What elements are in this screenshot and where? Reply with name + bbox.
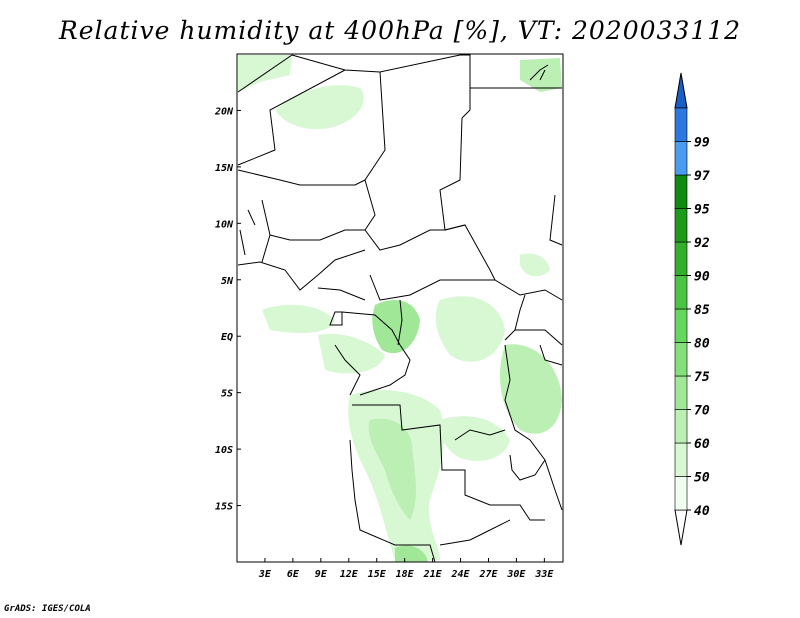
colorbar-label: 90 bbox=[694, 270, 710, 285]
colorbar-swatch bbox=[674, 442, 688, 477]
colorbar-swatch bbox=[674, 174, 688, 209]
map-title: Relative humidity at 400hPa [%], VT: 202… bbox=[58, 16, 742, 45]
lon-tick-label: 15E bbox=[368, 569, 387, 580]
lon-tick-label: 3E bbox=[258, 569, 272, 580]
lat-tick-label: 20N bbox=[214, 106, 234, 117]
colorbar-swatch bbox=[674, 241, 688, 276]
colorbar-swatch bbox=[674, 375, 688, 410]
colorbar-swatch bbox=[674, 342, 688, 377]
latitude-axis: 20N 15N 10N 5N EQ 5S 10S 15S bbox=[214, 106, 241, 513]
colorbar-bottom-triangle bbox=[674, 509, 688, 546]
humidity-field bbox=[238, 55, 562, 562]
lon-tick-label: 21E bbox=[423, 569, 443, 580]
colorbar-label: 75 bbox=[694, 370, 710, 385]
lon-tick-label: 9E bbox=[315, 569, 328, 580]
lat-tick-label: EQ bbox=[221, 332, 233, 343]
colorbar-swatch bbox=[674, 275, 688, 310]
colorbar-label: 60 bbox=[694, 437, 710, 452]
colorbar-label: 70 bbox=[694, 404, 710, 419]
country-borders bbox=[237, 54, 563, 563]
lat-tick-label: 15N bbox=[215, 163, 234, 174]
colorbar-swatch bbox=[674, 107, 688, 142]
colorbar-label: 92 bbox=[694, 236, 710, 251]
colorbar-top-triangle bbox=[674, 72, 688, 109]
lon-tick-label: 27E bbox=[478, 569, 498, 580]
colorbar-label: 50 bbox=[694, 471, 710, 486]
colorbar-swatch bbox=[674, 208, 688, 243]
colorbar-label: 40 bbox=[694, 504, 710, 519]
lon-tick-label: 18E bbox=[396, 569, 415, 580]
longitude-axis: 3E 6E 9E 12E 15E 18E 21E 24E 27E 30E 33E bbox=[258, 558, 554, 580]
lon-tick-label: 30E bbox=[506, 569, 526, 580]
colorbar-label: 85 bbox=[694, 303, 710, 318]
lat-tick-label: 10S bbox=[215, 445, 233, 456]
colorbar-swatch bbox=[674, 409, 688, 444]
colorbar-label: 95 bbox=[694, 203, 710, 218]
colorbar-label: 97 bbox=[694, 169, 710, 184]
grads-credit: GrADS: IGES/COLA bbox=[4, 604, 91, 614]
lat-tick-label: 5S bbox=[221, 389, 233, 400]
lon-tick-label: 12E bbox=[340, 569, 359, 580]
map-frame bbox=[236, 53, 564, 563]
lon-tick-label: 24E bbox=[451, 569, 471, 580]
lat-tick-label: 10N bbox=[215, 219, 234, 230]
colorbar-swatch bbox=[674, 141, 688, 176]
colorbar-legend: 40 50 60 70 75 80 85 90 92 95 97 99 bbox=[674, 72, 710, 546]
lat-tick-label: 5N bbox=[221, 276, 234, 287]
lon-tick-label: 6E bbox=[287, 569, 300, 580]
colorbar-swatch bbox=[674, 476, 688, 511]
colorbar-label: 99 bbox=[694, 136, 710, 151]
lon-tick-label: 33E bbox=[534, 569, 554, 580]
colorbar-swatch bbox=[674, 308, 688, 343]
lat-tick-label: 15S bbox=[215, 502, 233, 513]
colorbar-label: 80 bbox=[694, 337, 710, 352]
